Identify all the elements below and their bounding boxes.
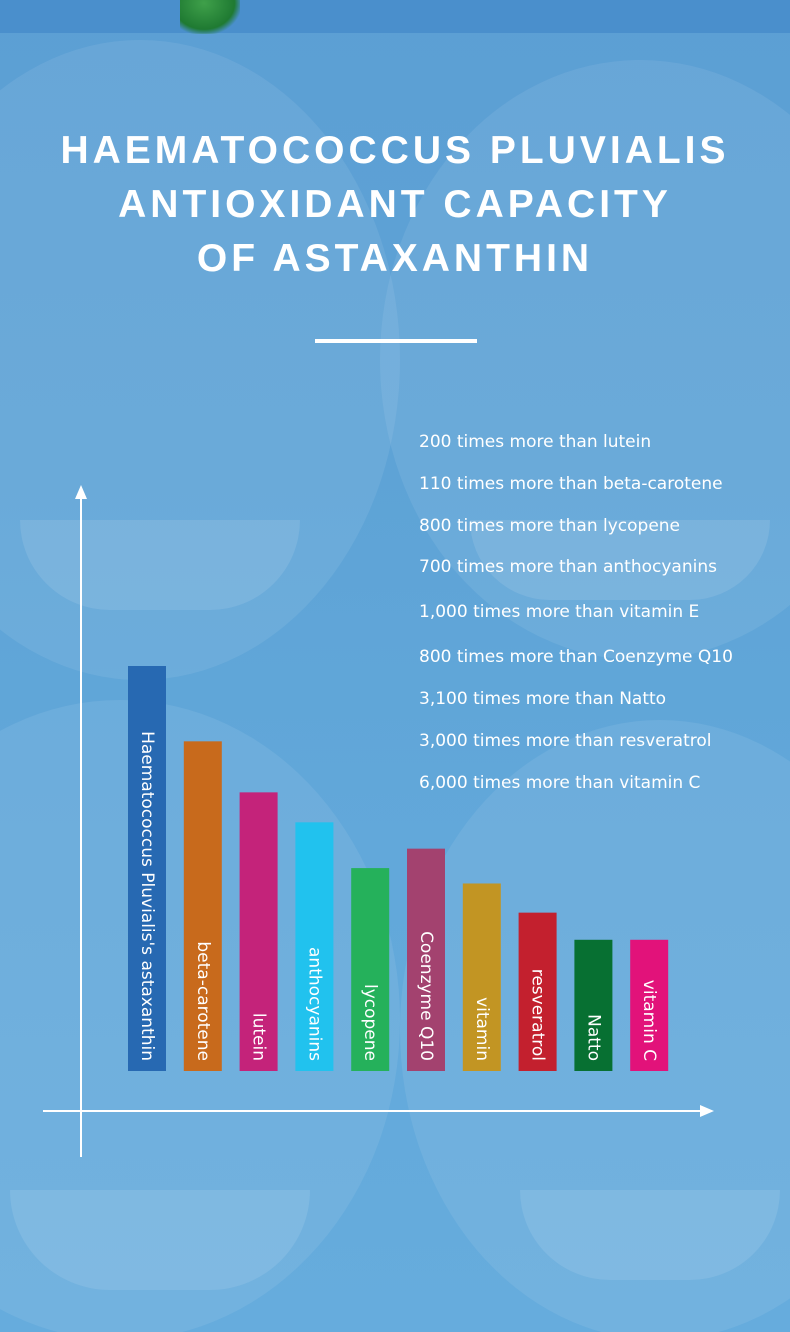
fact-item: 110 times more than beta-carotene	[419, 473, 723, 494]
bar	[183, 741, 222, 1071]
background-photo-face	[0, 40, 400, 680]
background-photo-smile	[20, 520, 300, 610]
bar-label: lutein	[249, 1013, 269, 1061]
bar	[407, 848, 445, 1071]
title-line: OF ASTAXANTHIN	[196, 237, 594, 280]
bar	[462, 883, 501, 1071]
bar	[128, 666, 166, 1071]
title-underline	[315, 339, 477, 343]
bar-label: beta-carotene	[193, 941, 213, 1061]
background-photo-smile	[520, 1190, 780, 1280]
fact-item: 1,000 times more than vitamin E	[419, 602, 700, 623]
top-strip	[0, 0, 790, 33]
bar-label: lycopene	[360, 984, 380, 1061]
x-axis-arrowhead	[700, 1105, 714, 1117]
page-title: HAEMATOCOCCUS PLUVIALIS ANTIOXIDANT CAPA…	[0, 124, 790, 286]
bar-label: Natto	[583, 1014, 603, 1061]
title-line: HAEMATOCOCCUS PLUVIALIS	[60, 129, 730, 172]
bar-label: vitamin	[472, 997, 492, 1061]
bar	[239, 792, 278, 1071]
fact-item: 3,000 times more than resveratrol	[419, 730, 712, 751]
bar	[295, 822, 334, 1071]
fact-item: 3,100 times more than Natto	[419, 689, 667, 710]
fact-item: 6,000 times more than vitamin C	[419, 772, 701, 793]
bar-label: resveratrol	[528, 969, 548, 1061]
fact-item: 800 times more than lycopene	[419, 515, 681, 536]
bar-label: vitamin C	[639, 980, 659, 1061]
bar-label: anthocyanins	[304, 947, 324, 1061]
fact-item: 800 times more than Coenzyme Q10	[419, 647, 733, 668]
background-photo-smile	[10, 1190, 310, 1290]
background-photo-face	[380, 60, 790, 660]
bar	[630, 939, 669, 1071]
fact-item: 700 times more than anthocyanins	[419, 557, 717, 578]
fact-item: 200 times more than lutein	[419, 432, 652, 452]
bar-label: Coenzyme Q10	[416, 931, 436, 1061]
comparison-facts-list: 200 times more than lutein 110 times mor…	[419, 428, 779, 811]
bar-label: Haematococcus Pluvialis's astaxanthin	[137, 731, 157, 1061]
bar	[518, 912, 557, 1071]
title-line: ANTIOXIDANT CAPACITY	[118, 183, 672, 226]
bar	[574, 939, 613, 1071]
y-axis-arrowhead	[75, 485, 87, 499]
leaf-decoration	[180, 0, 240, 34]
bar	[351, 868, 390, 1071]
background-photo-smile	[470, 520, 770, 600]
